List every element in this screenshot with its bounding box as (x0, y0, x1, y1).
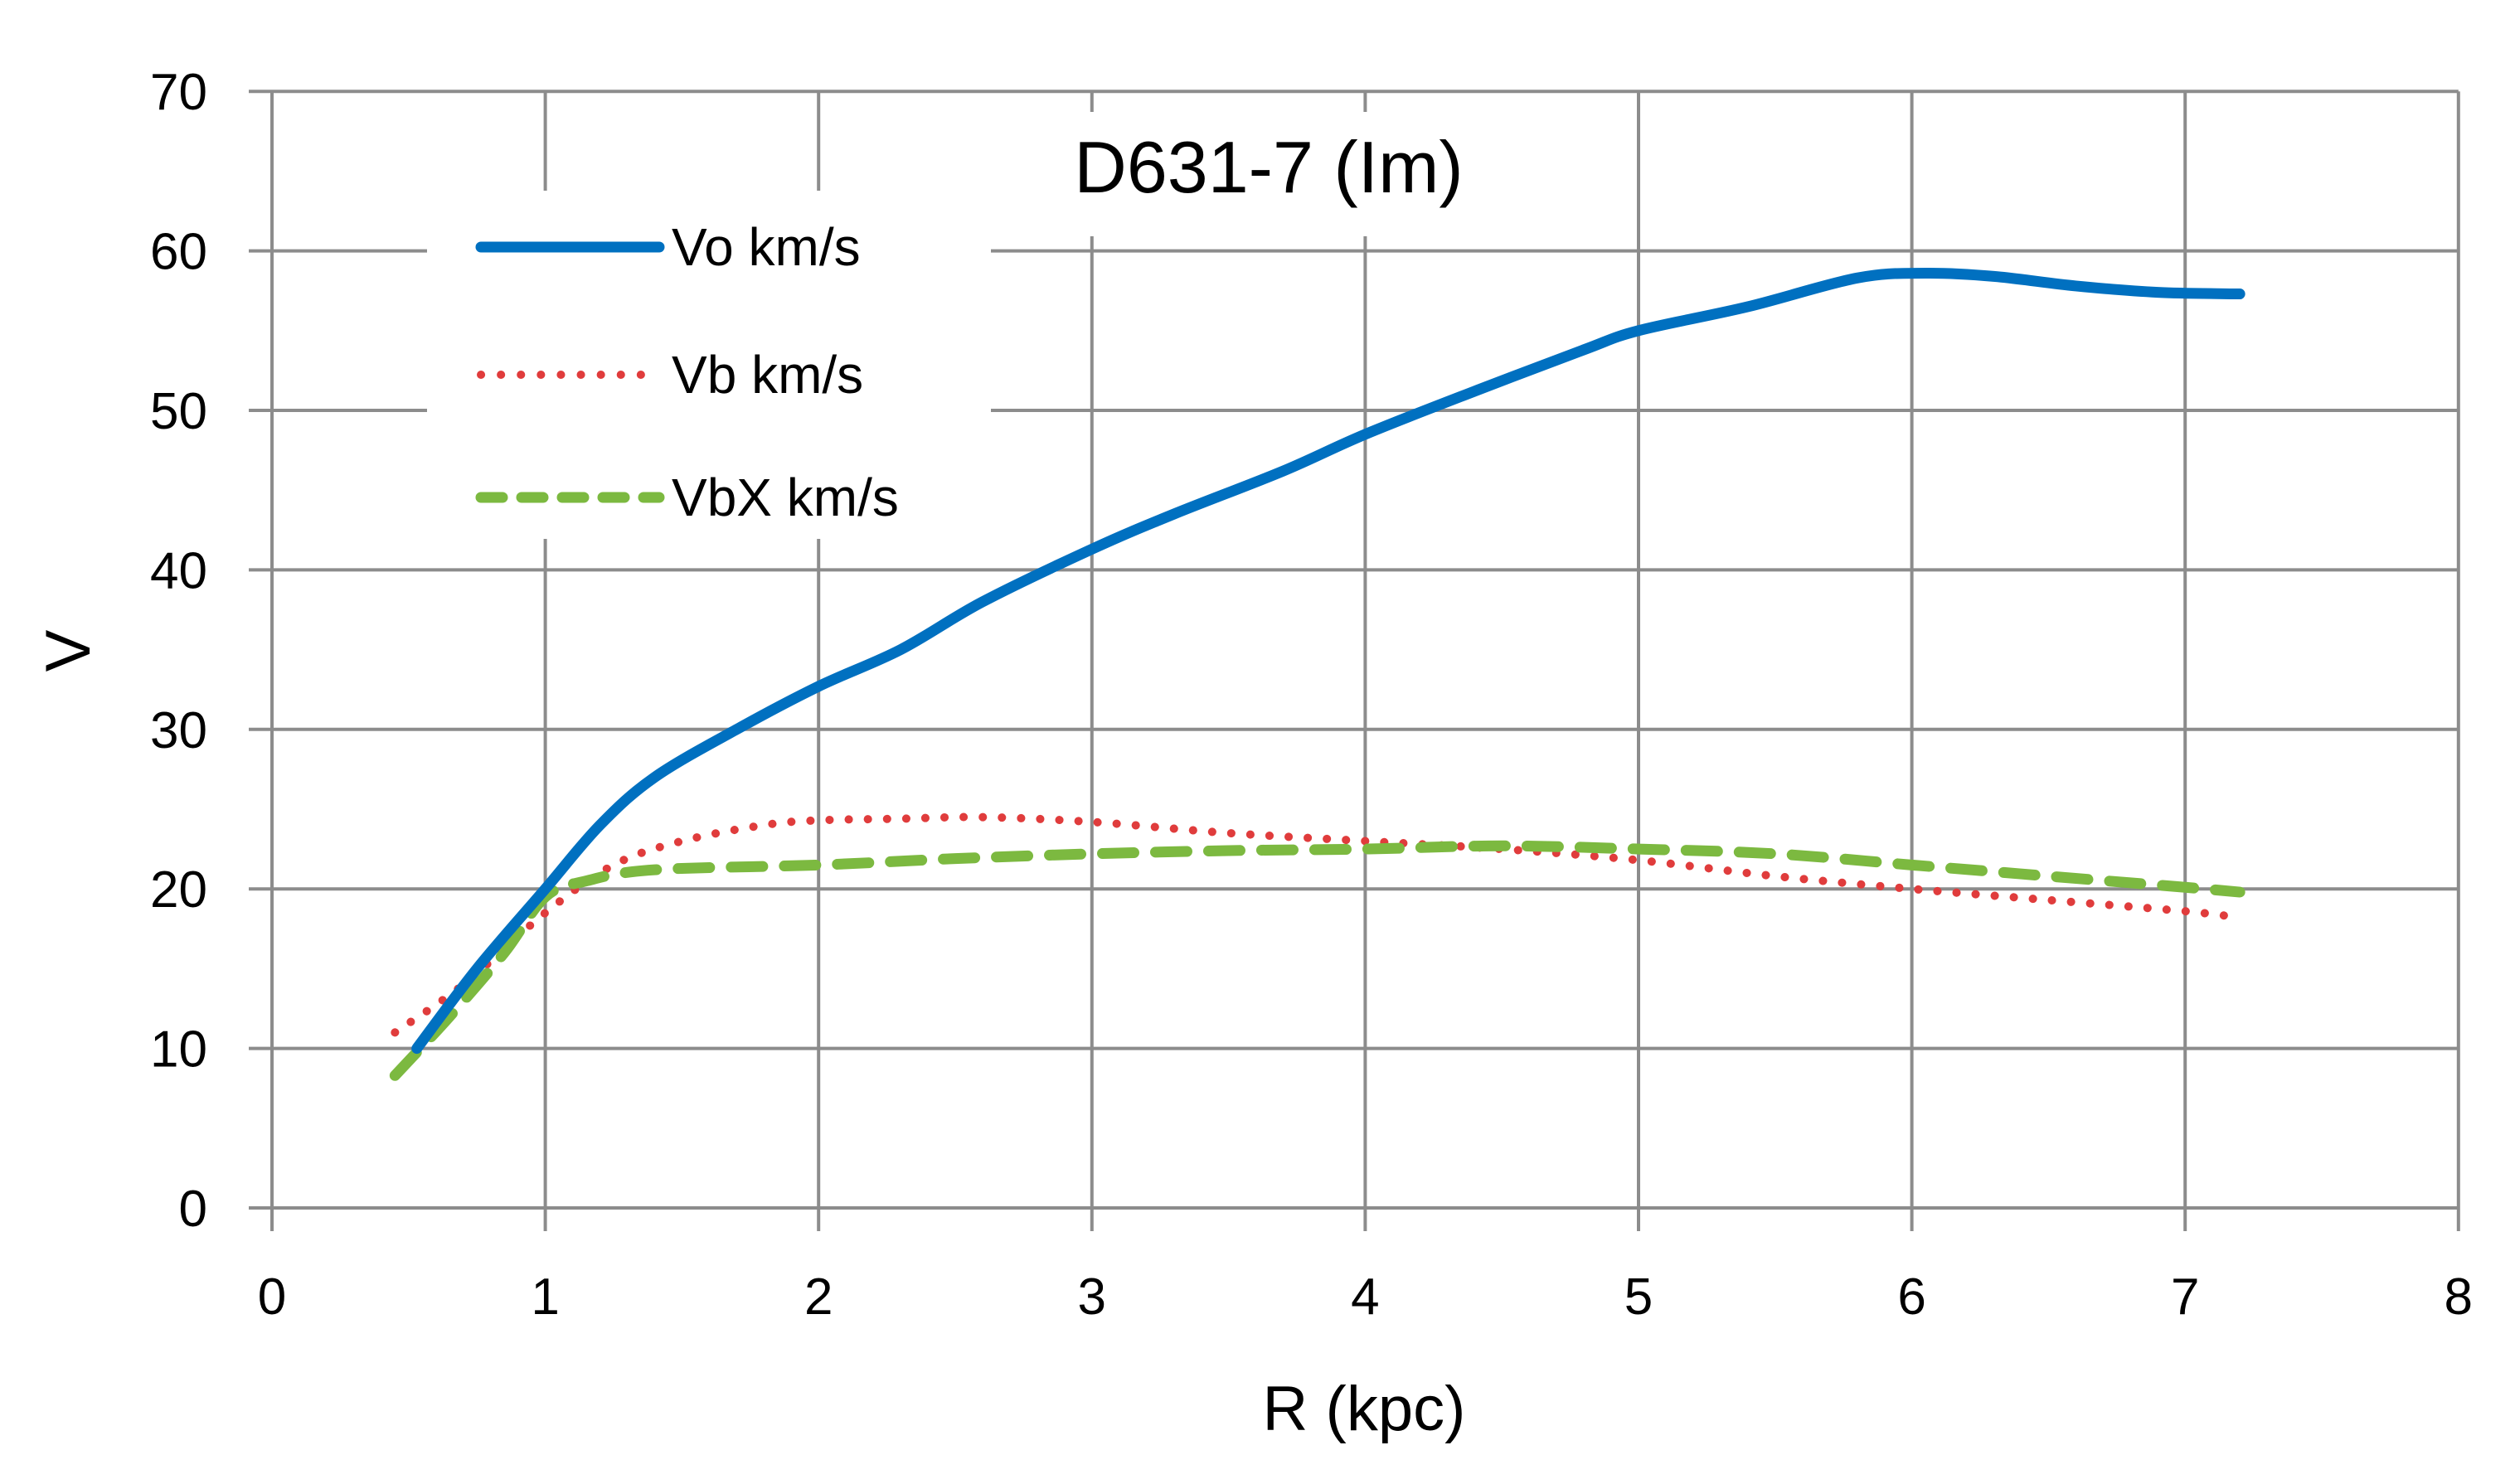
x-tick-label: 3 (1078, 1268, 1106, 1326)
x-axis-ticks: 0 1 2 3 4 5 6 7 8 (258, 1268, 2473, 1326)
legend-item-vo[interactable]: Vo km/s (475, 217, 861, 277)
y-tick-label: 40 (150, 542, 207, 599)
x-tick-label: 7 (2171, 1268, 2199, 1326)
y-axis-ticks: 0 10 20 30 40 50 60 70 (150, 64, 207, 1238)
x-tick-label: 8 (2445, 1268, 2473, 1326)
x-tick-label: 4 (1351, 1268, 1379, 1326)
y-tick-label: 60 (150, 224, 207, 281)
x-tick-label: 2 (804, 1268, 833, 1326)
legend-label-vo: Vo km/s (672, 217, 861, 277)
legend-label-vb: Vb km/s (672, 345, 863, 405)
y-axis-title: V (33, 629, 104, 672)
data-series (389, 267, 2246, 1081)
legend-label-vbx: VbX km/s (672, 468, 899, 527)
legend-item-vbx[interactable]: VbX km/s (475, 468, 899, 527)
y-tick-label: 30 (150, 702, 207, 759)
title-box (987, 112, 1534, 236)
y-tick-label: 20 (150, 861, 207, 919)
y-tick-label: 0 (179, 1181, 207, 1238)
y-tick-label: 10 (150, 1021, 207, 1079)
series-line-dashed (389, 840, 2246, 1081)
series-line-solid (411, 267, 2246, 1055)
legend-item-vb[interactable]: Vb km/s (477, 345, 863, 405)
x-tick-label: 5 (1624, 1268, 1653, 1326)
x-tick-label: 1 (531, 1268, 559, 1326)
x-tick-label: 0 (258, 1268, 286, 1326)
y-tick-label: 50 (150, 383, 207, 440)
x-axis-title: R (kpc) (1263, 1374, 1466, 1444)
y-tick-label: 70 (150, 64, 207, 121)
chart-title: D631-7 (Im) (1074, 126, 1463, 208)
x-tick-label: 6 (1897, 1268, 1925, 1326)
legend: Vo km/s Vb km/s VbX km/s (475, 217, 899, 527)
